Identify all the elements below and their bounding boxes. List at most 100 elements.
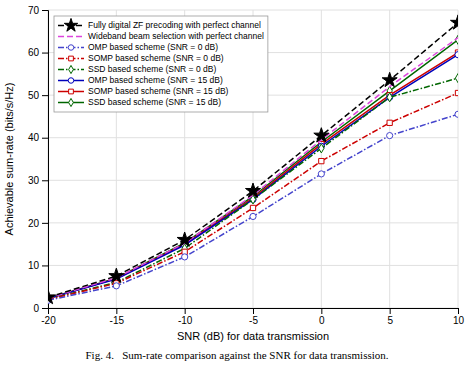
legend-item: OMP based scheme (SNR = 15 dB) bbox=[58, 75, 223, 85]
tick: 30 bbox=[28, 175, 48, 186]
tick: 5 bbox=[387, 308, 393, 326]
marker bbox=[455, 111, 458, 117]
legend-item: OMP based scheme (SNR = 0 dB) bbox=[58, 42, 218, 52]
plot-area: -20 -15 -10 -5 0 5 10 0 10 20 30 40 50 60 70 Fully digi… bbox=[28, 5, 466, 326]
tick-mark bbox=[458, 308, 459, 314]
legend-label: Wideband beam selection with perfect cha… bbox=[88, 31, 264, 41]
tick-mark bbox=[42, 95, 48, 96]
legend-marker bbox=[69, 65, 74, 73]
marker bbox=[455, 52, 458, 58]
series bbox=[48, 111, 458, 303]
tick-label: 10 bbox=[28, 260, 40, 271]
legend-item: SSD based scheme (SNR = 15 dB) bbox=[58, 97, 221, 107]
tick-mark bbox=[42, 308, 48, 309]
tick-mark bbox=[42, 265, 48, 266]
legend-label: OMP based scheme (SNR = 15 dB) bbox=[88, 75, 223, 85]
marker bbox=[455, 74, 458, 83]
tick-label: 40 bbox=[28, 132, 40, 143]
marker bbox=[177, 232, 192, 246]
tick-mark bbox=[116, 308, 117, 314]
axis-line bbox=[42, 11, 49, 309]
legend-label: SSD based scheme (SNR = 0 dB) bbox=[88, 64, 216, 74]
tick-label: 50 bbox=[28, 90, 40, 101]
series-layer bbox=[48, 15, 458, 304]
series bbox=[48, 15, 458, 304]
tick-label: 0 bbox=[319, 315, 325, 326]
legend-frame bbox=[54, 16, 268, 112]
tick: -20 bbox=[41, 308, 56, 326]
marker bbox=[319, 144, 324, 153]
legend-item: SSD based scheme (SNR = 0 dB) bbox=[58, 64, 216, 74]
legend-marker bbox=[69, 56, 74, 61]
line bbox=[48, 114, 458, 300]
tick-label: -10 bbox=[178, 315, 193, 326]
line bbox=[48, 93, 458, 299]
tick-label: 20 bbox=[28, 218, 40, 229]
marker bbox=[314, 128, 329, 142]
legend-marker bbox=[69, 98, 74, 106]
marker bbox=[250, 205, 255, 210]
marker bbox=[48, 289, 56, 303]
legend-marker bbox=[68, 78, 74, 84]
marker bbox=[318, 171, 324, 177]
legend-item: SOMP based scheme (SNR = 0 dB) bbox=[58, 53, 224, 63]
marker bbox=[387, 120, 392, 125]
marker bbox=[182, 254, 188, 260]
tick-label: 10 bbox=[453, 315, 465, 326]
series bbox=[48, 90, 458, 302]
tick-label: -15 bbox=[110, 315, 125, 326]
grid-line bbox=[48, 222, 458, 223]
tick-label: 60 bbox=[28, 47, 40, 58]
tick-mark bbox=[42, 138, 48, 139]
tick-label: 0 bbox=[33, 303, 39, 314]
legend-label: SOMP based scheme (SNR = 15 dB) bbox=[88, 86, 229, 96]
tick-label: -20 bbox=[41, 315, 56, 326]
legend-label: OMP based scheme (SNR = 0 dB) bbox=[88, 42, 218, 52]
marker bbox=[450, 15, 458, 29]
legend-item: SOMP based scheme (SNR = 15 dB) bbox=[58, 86, 229, 96]
tick: 40 bbox=[28, 132, 48, 143]
tick: -10 bbox=[178, 308, 193, 326]
marker bbox=[250, 213, 256, 219]
tick: -15 bbox=[110, 308, 125, 326]
tick: 0 bbox=[33, 303, 48, 314]
marker bbox=[109, 268, 124, 282]
tick-mark bbox=[42, 53, 48, 54]
y-axis-title: Achievable sum-rate (bits/s/Hz) bbox=[3, 83, 15, 236]
legend-marker bbox=[68, 45, 74, 51]
legend-marker bbox=[69, 89, 74, 94]
grid-line bbox=[48, 180, 458, 181]
tick: 10 bbox=[28, 260, 48, 271]
marker bbox=[387, 93, 392, 102]
tick-mark bbox=[42, 223, 48, 224]
tick-mark bbox=[253, 308, 254, 314]
grid bbox=[48, 10, 458, 308]
marker bbox=[319, 158, 324, 163]
tick: 50 bbox=[28, 90, 48, 101]
x-axis: -20 -15 -10 -5 0 5 10 bbox=[41, 308, 464, 326]
tick: 70 bbox=[28, 5, 48, 16]
tick: 20 bbox=[28, 218, 48, 229]
legend-item: Fully digital ZF precoding with perfect … bbox=[58, 18, 261, 31]
tick-mark bbox=[185, 308, 186, 314]
tick-label: 70 bbox=[28, 5, 40, 16]
tick-label: 30 bbox=[28, 175, 40, 186]
marker bbox=[455, 90, 458, 95]
grid-line bbox=[389, 10, 390, 308]
tick: -5 bbox=[249, 308, 258, 326]
marker bbox=[387, 132, 393, 138]
chart: -20 -15 -10 -5 0 5 10 0 10 20 30 40 50 60 70 Fully digi… bbox=[0, 0, 474, 366]
tick: 60 bbox=[28, 47, 48, 58]
tick-mark bbox=[321, 308, 322, 314]
legend-label: Fully digital ZF precoding with perfect … bbox=[88, 20, 261, 30]
grid-line bbox=[48, 265, 458, 266]
tick-label: 5 bbox=[387, 315, 393, 326]
grid-line bbox=[48, 137, 458, 138]
tick-mark bbox=[390, 308, 391, 314]
tick-label: -5 bbox=[249, 315, 258, 326]
caption: Fig. 4. Sum-rate comparison against the … bbox=[85, 349, 388, 361]
marker bbox=[245, 183, 260, 197]
tick: 10 bbox=[453, 308, 465, 326]
marker bbox=[113, 283, 119, 289]
tick: 0 bbox=[319, 308, 325, 326]
